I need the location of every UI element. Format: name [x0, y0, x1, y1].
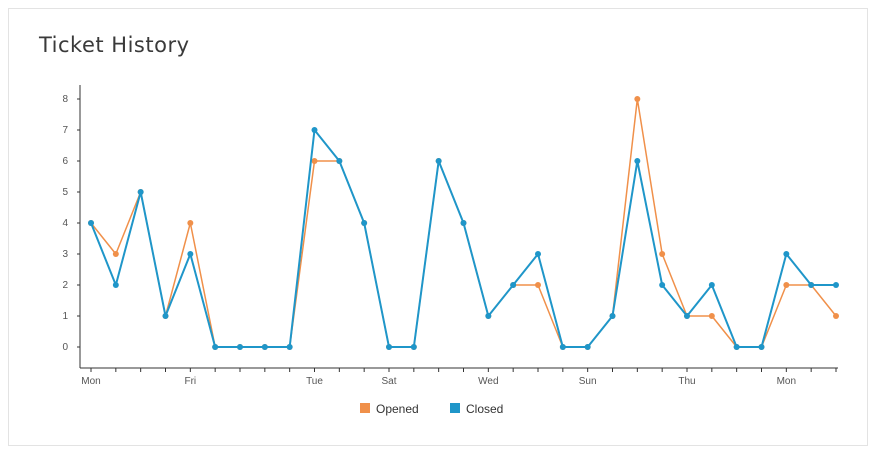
- point-closed-8: [286, 344, 293, 350]
- point-closed-24: [684, 313, 690, 319]
- x-tick-label-sat-12: Sat: [381, 376, 396, 387]
- point-closed-17: [510, 282, 517, 288]
- point-closed-19: [559, 344, 566, 350]
- x-tick-label-wed-16: Wed: [478, 376, 498, 387]
- y-tick-label-2: 2: [62, 280, 68, 291]
- legend-swatch-closed: [450, 403, 460, 413]
- point-closed-16: [485, 313, 492, 319]
- point-closed-10: [336, 158, 343, 164]
- point-opened-25: [708, 313, 715, 319]
- point-closed-18: [535, 251, 541, 257]
- point-closed-9: [311, 127, 318, 133]
- x-tick-label-sun-20: Sun: [579, 376, 597, 387]
- point-opened-23: [659, 251, 666, 257]
- x-tick-label-thu-24: Thu: [678, 376, 695, 387]
- y-tick-label-4: 4: [62, 218, 68, 229]
- point-closed-25: [708, 282, 715, 288]
- point-closed-29: [808, 282, 815, 288]
- point-closed-5: [212, 344, 219, 350]
- x-tick-label-tue-9: Tue: [306, 376, 323, 387]
- y-tick-label-6: 6: [62, 156, 68, 167]
- point-closed-0: [88, 220, 94, 226]
- y-tick-label-7: 7: [62, 125, 68, 136]
- point-closed-15: [460, 220, 467, 226]
- point-closed-14: [435, 158, 442, 164]
- point-opened-22: [634, 96, 641, 102]
- point-closed-1: [112, 282, 119, 288]
- point-closed-30: [833, 282, 839, 288]
- point-opened-18: [535, 282, 541, 288]
- point-opened-4: [187, 220, 194, 226]
- point-closed-23: [659, 282, 666, 288]
- point-closed-4: [187, 251, 194, 257]
- point-closed-2: [137, 189, 144, 195]
- point-closed-26: [733, 344, 740, 350]
- legend-label-closed: Closed: [466, 402, 503, 416]
- point-closed-6: [237, 344, 243, 350]
- point-closed-20: [584, 344, 591, 350]
- point-closed-21: [609, 313, 616, 319]
- x-tick-label-mon-28: Mon: [777, 376, 796, 387]
- point-closed-22: [634, 158, 641, 164]
- point-closed-13: [410, 344, 417, 350]
- x-tick-label-mon-0: Mon: [81, 376, 100, 387]
- y-tick-label-5: 5: [62, 187, 68, 198]
- point-closed-3: [162, 313, 169, 319]
- y-tick-label-8: 8: [62, 94, 68, 105]
- y-tick-label-0: 0: [62, 342, 68, 353]
- y-tick-label-1: 1: [62, 311, 68, 322]
- point-closed-27: [758, 344, 765, 350]
- point-opened-9: [311, 158, 318, 164]
- point-opened-28: [783, 282, 790, 288]
- x-tick-label-fri-4: Fri: [184, 376, 196, 387]
- point-closed-7: [261, 344, 268, 350]
- chart-card: Ticket History: [8, 8, 868, 446]
- legend-label-opened: Opened: [376, 402, 419, 416]
- point-opened-1: [112, 251, 119, 257]
- series-line-closed: [90, 129, 836, 348]
- legend-swatch-opened: [360, 403, 370, 413]
- point-closed-11: [361, 220, 368, 226]
- point-closed-28: [783, 251, 790, 257]
- chart-title: Ticket History: [39, 33, 190, 57]
- point-opened-30: [833, 313, 839, 319]
- point-closed-12: [386, 344, 392, 350]
- y-tick-label-3: 3: [62, 249, 68, 260]
